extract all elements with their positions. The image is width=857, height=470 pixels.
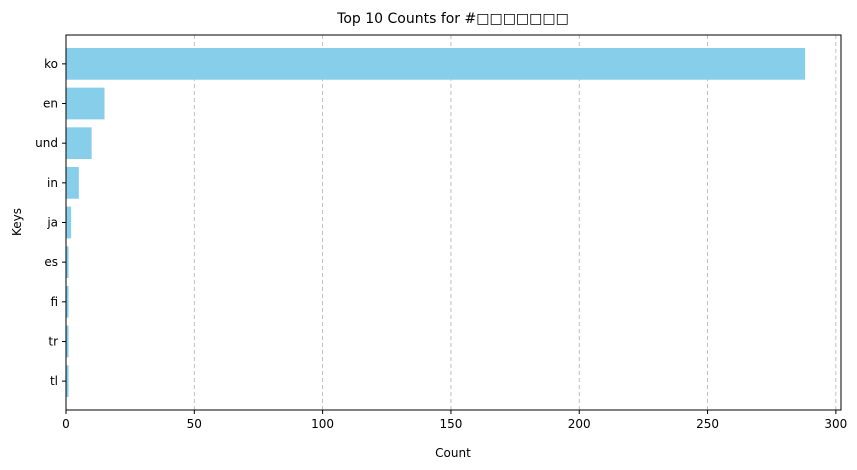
bar-fi [66,285,69,318]
x-axis-label: Count [435,446,471,460]
bars [66,48,806,397]
x-tick-label: 0 [62,417,70,431]
y-tick-label: tr [48,334,58,348]
x-tick-label: 150 [439,417,462,431]
y-tick-label: ko [44,57,58,71]
bar-tl [66,365,69,397]
plot-frame [65,34,842,411]
bar-es [66,246,69,279]
y-tick-label: ja [46,216,58,230]
bar-ko [66,48,806,80]
x-tick-label: 50 [187,417,202,431]
chart-title: Top 10 Counts for #□□□□□□□ [336,11,569,27]
y-tick-label: es [44,255,58,269]
x-tick-label: 100 [311,417,334,431]
x-tick-label: 250 [696,417,719,431]
bar-ja [66,206,72,239]
y-tick-label: in [47,176,58,190]
x-tick-label: 200 [568,417,591,431]
y-tick-label: und [35,136,58,150]
bar-in [66,166,79,199]
bar-tr [66,325,69,358]
x-ticks: 0 50 100 150 200 250 300 [62,410,847,431]
bar-und [66,127,92,160]
gridlines [65,35,837,410]
y-tick-label: fi [50,295,58,309]
y-tick-label: en [43,97,58,111]
bar-en [66,87,105,120]
y-axis-label: Keys [10,208,24,236]
y-tick-label: tl [50,374,58,388]
x-tick-label: 300 [824,417,847,431]
y-ticks: ko en und in ja es fi tr tl [35,57,66,388]
